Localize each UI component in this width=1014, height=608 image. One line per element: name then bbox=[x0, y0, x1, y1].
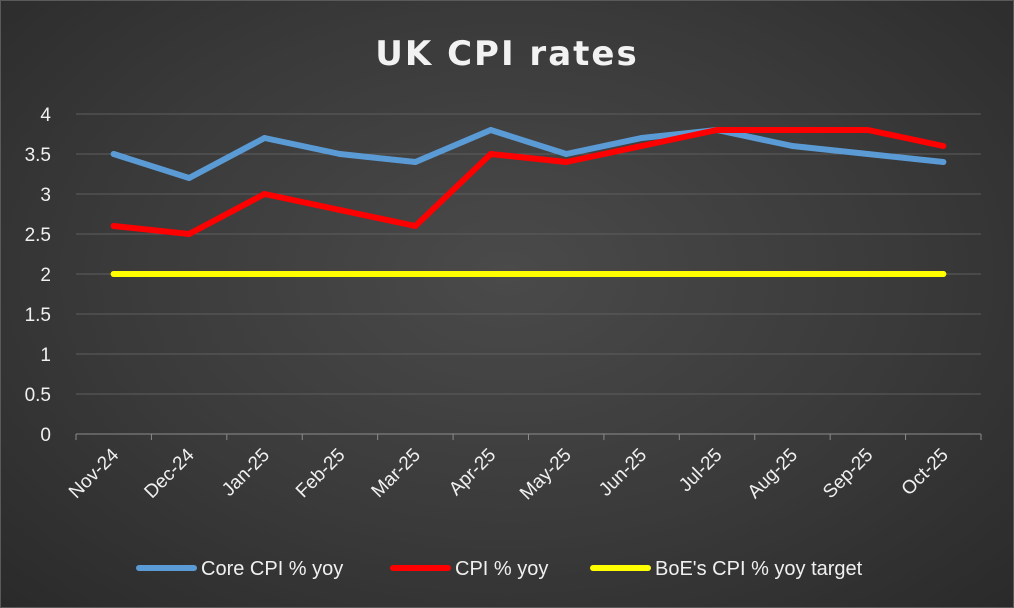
data-point bbox=[940, 143, 947, 149]
x-tick-label: Feb-25 bbox=[292, 445, 349, 502]
data-point bbox=[412, 159, 419, 165]
x-tick-label: Jun-25 bbox=[595, 445, 651, 501]
series-line-0 bbox=[110, 127, 947, 181]
x-tick-label: Jul-25 bbox=[675, 445, 726, 496]
data-point bbox=[714, 127, 721, 133]
x-tick-label: Nov-24 bbox=[65, 444, 123, 502]
y-tick-label: 4 bbox=[40, 105, 51, 126]
data-point bbox=[110, 151, 117, 157]
legend-label: BoE's CPI % yoy target bbox=[655, 558, 863, 580]
legend-label: Core CPI % yoy bbox=[201, 558, 343, 580]
data-point bbox=[864, 127, 871, 133]
y-tick-label: 0 bbox=[40, 425, 51, 446]
data-point bbox=[110, 271, 117, 277]
x-tick-label: Aug-25 bbox=[744, 445, 802, 503]
data-point bbox=[412, 271, 419, 277]
x-tick-label: Sep-25 bbox=[819, 445, 877, 503]
y-tick-label: 0.5 bbox=[25, 385, 51, 406]
data-point bbox=[186, 175, 193, 181]
data-point bbox=[638, 143, 645, 149]
x-tick-label: Jan-25 bbox=[218, 445, 274, 501]
data-point bbox=[563, 271, 570, 277]
x-tick-label: May-25 bbox=[516, 445, 576, 505]
y-tick-label: 2.5 bbox=[25, 225, 51, 246]
x-axis-ticks: Nov-24 Dec-24 Jan-25 Feb-25 Mar-25 Apr-25 May-… bbox=[65, 433, 982, 505]
data-point bbox=[714, 271, 721, 277]
data-point bbox=[487, 127, 494, 133]
data-point bbox=[864, 151, 871, 157]
data-point bbox=[186, 271, 193, 277]
series-line-1 bbox=[110, 127, 947, 237]
y-tick-label: 2 bbox=[40, 265, 51, 286]
y-tick-label: 1 bbox=[40, 345, 51, 366]
data-point bbox=[563, 151, 570, 157]
data-point bbox=[789, 143, 796, 149]
data-point bbox=[487, 151, 494, 157]
data-point bbox=[110, 223, 117, 229]
x-tick-label: Dec-24 bbox=[141, 444, 199, 502]
legend: Core CPI % yoy CPI % yoy BoE's CPI % yoy t… bbox=[136, 558, 863, 580]
y-tick-label: 1.5 bbox=[25, 305, 51, 326]
y-axis-ticks: 0 0.5 1 1.5 2 2.5 3 3.5 4 bbox=[25, 105, 52, 446]
data-point bbox=[563, 159, 570, 165]
data-point bbox=[261, 135, 268, 141]
data-point bbox=[261, 191, 268, 197]
series-lines bbox=[110, 127, 947, 277]
data-point bbox=[638, 271, 645, 277]
data-point bbox=[789, 127, 796, 133]
data-point bbox=[789, 271, 796, 277]
chart-title: UK CPI rates bbox=[375, 34, 638, 74]
data-point bbox=[487, 271, 494, 277]
data-point bbox=[336, 271, 343, 277]
data-point bbox=[186, 231, 193, 237]
x-tick-label: Mar-25 bbox=[368, 445, 425, 502]
data-point bbox=[864, 271, 871, 277]
data-point bbox=[336, 207, 343, 213]
data-point bbox=[336, 151, 343, 157]
data-point bbox=[638, 135, 645, 141]
x-tick-label: Oct-25 bbox=[898, 445, 953, 500]
legend-label: CPI % yoy bbox=[455, 558, 548, 580]
y-tick-label: 3.5 bbox=[25, 145, 51, 166]
data-point bbox=[261, 271, 268, 277]
y-tick-label: 3 bbox=[40, 185, 51, 206]
data-point bbox=[412, 223, 419, 229]
data-point bbox=[940, 159, 947, 165]
data-point bbox=[940, 271, 947, 277]
x-tick-label: Apr-25 bbox=[445, 445, 500, 500]
